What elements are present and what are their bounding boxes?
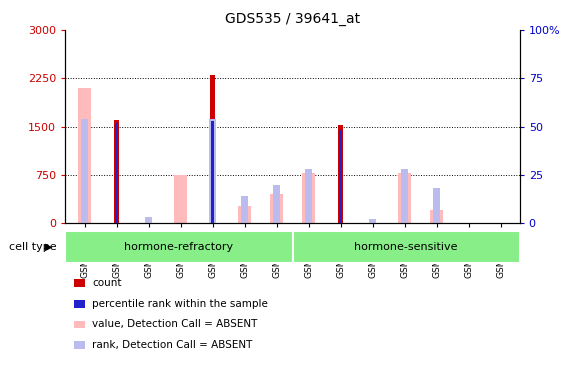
Text: ▶: ▶ [45,242,53,252]
Bar [369,219,377,223]
Bar [81,119,89,223]
Bar [339,130,343,223]
Bar [270,194,283,223]
Bar [433,188,440,223]
Bar [337,125,344,223]
Text: cell type: cell type [9,242,56,252]
Bar [430,210,443,223]
Text: value, Detection Call = ABSENT: value, Detection Call = ABSENT [92,320,257,329]
Bar [302,173,315,223]
Bar [400,169,408,223]
Text: percentile rank within the sample: percentile rank within the sample [92,299,268,309]
Text: rank, Detection Call = ABSENT: rank, Detection Call = ABSENT [92,340,252,350]
Bar [210,75,215,223]
Bar [398,173,411,223]
Bar [208,119,216,223]
Text: hormone-refractory: hormone-refractory [124,242,233,252]
Text: count: count [92,278,122,288]
Title: GDS535 / 39641_at: GDS535 / 39641_at [225,12,360,26]
Bar [78,88,91,223]
Bar [65,231,293,262]
Bar [115,123,118,223]
Bar [241,196,248,223]
Bar [114,120,119,223]
Bar [145,217,152,223]
Bar [238,206,251,223]
Bar [304,169,312,223]
Bar [174,175,187,223]
Bar [211,121,214,223]
Bar [293,231,520,262]
Bar [273,184,281,223]
Text: hormone-sensitive: hormone-sensitive [354,242,458,252]
